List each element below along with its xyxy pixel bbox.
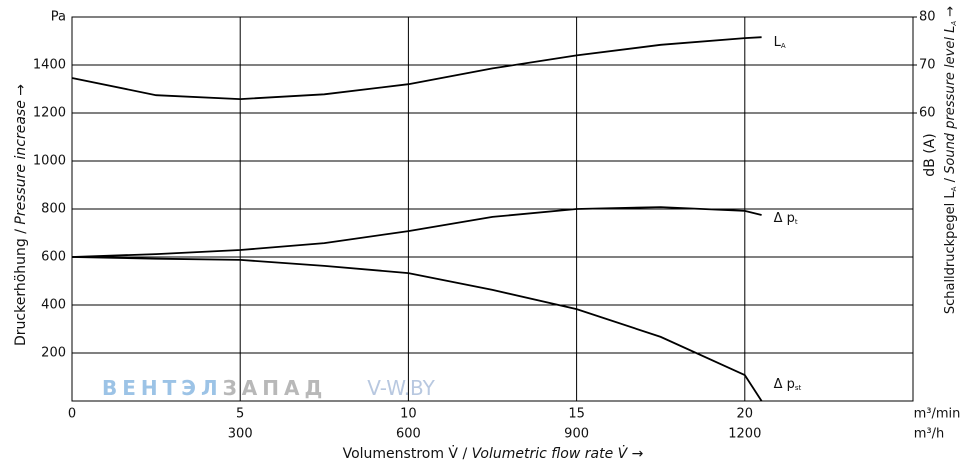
y-tick-label: 400 xyxy=(41,298,66,313)
series-label-name: Δ p xyxy=(774,377,795,392)
y2-axis-title-part: Sound pressure level L xyxy=(943,26,958,174)
x-tick-label: 10 xyxy=(400,407,417,422)
y-tick-label: 1000 xyxy=(33,154,66,169)
y-axis-title-part: Pressure increase → xyxy=(13,84,29,225)
x-tick-label: 5 xyxy=(236,407,244,422)
y2-tick-label: 60 xyxy=(919,106,936,121)
y2-axis-title-part: A xyxy=(950,21,958,27)
y2-axis-title-part: → xyxy=(943,6,958,21)
series-label-sub: st xyxy=(795,384,802,392)
x2-tick-label: 300 xyxy=(228,427,253,442)
y-axis-title: Druckerhöhung / Pressure increase → xyxy=(13,84,29,346)
x-axis-title-part: Volumetric flow rate V̇ → xyxy=(472,445,644,462)
y2-axis-title-part: Schalldruckpegel L xyxy=(943,191,958,315)
x2-tick-label: 900 xyxy=(564,427,589,442)
curve xyxy=(71,256,763,402)
x2-unit: m³/h xyxy=(914,427,945,442)
x-tick-label: 0 xyxy=(68,407,76,422)
watermark-part: V-W.BY xyxy=(367,376,435,400)
series-label: Δ pt xyxy=(774,211,798,227)
y2-axis-title: Schalldruckpegel LA / Sound pressure lev… xyxy=(943,6,959,314)
series-label: LA xyxy=(774,35,786,51)
curve xyxy=(71,36,762,101)
x2-tick-label: 1200 xyxy=(728,427,761,442)
y2-unit: dB (A) xyxy=(922,133,938,176)
y-axis-title-part: Druckerhöhung / xyxy=(13,225,29,346)
series-label: Δ pst xyxy=(774,377,802,393)
x2-tick-label: 600 xyxy=(396,427,421,442)
y2-tick-label: 70 xyxy=(919,58,936,73)
y-tick-label: 1400 xyxy=(33,58,66,73)
watermark-part: ВЕНТЭЛ xyxy=(102,376,223,400)
y-tick-label: 800 xyxy=(41,202,66,217)
series-label-sub: A xyxy=(781,42,786,50)
y-tick-label: 200 xyxy=(41,346,66,361)
x-axis-title-part: Volumenstrom V̇ / xyxy=(343,445,472,462)
x-unit: m³/min xyxy=(914,407,961,422)
x-axis-title: Volumenstrom V̇ / Volumetric flow rate V… xyxy=(343,445,644,462)
y2-tick-label: 80 xyxy=(919,10,936,25)
y-tick-label: 600 xyxy=(41,250,66,265)
x-tick-label: 15 xyxy=(568,407,585,422)
series-label-name: L xyxy=(774,35,782,50)
y2-axis-title-part: A xyxy=(950,186,958,191)
watermark: ВЕНТЭЛЗАПАД V-W.BY xyxy=(102,376,436,400)
y2-axis-title-part: / xyxy=(943,174,958,187)
y-tick-label: 1200 xyxy=(33,106,66,121)
y-unit: Pa xyxy=(51,10,66,25)
x-tick-label: 20 xyxy=(737,407,754,422)
series-label-sub: t xyxy=(795,218,798,226)
watermark-part: ЗАПАД xyxy=(223,376,328,400)
series-label-name: Δ p xyxy=(774,211,795,226)
curve xyxy=(71,206,762,258)
